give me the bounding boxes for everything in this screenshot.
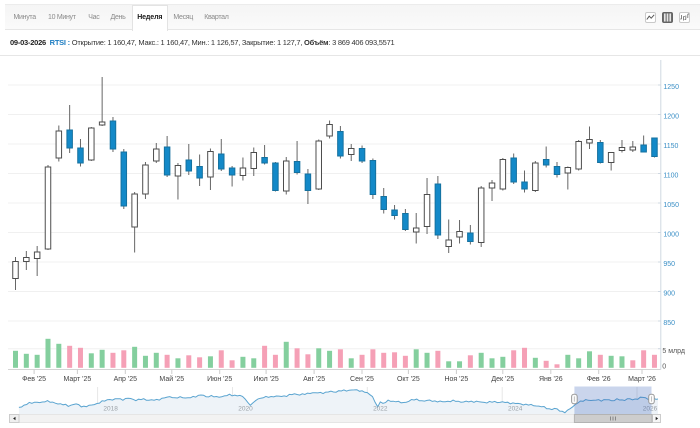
svg-text:Апр '25: Апр '25 — [114, 376, 138, 383]
svg-text:Дек '25: Дек '25 — [491, 376, 514, 383]
svg-text:1200: 1200 — [663, 113, 679, 120]
svg-text:Ноя '25: Ноя '25 — [444, 376, 468, 383]
svg-text:2024: 2024 — [508, 406, 523, 413]
svg-text:950: 950 — [663, 261, 675, 268]
svg-text:5 млрд: 5 млрд — [662, 348, 685, 355]
svg-text:Май '25: Май '25 — [159, 375, 184, 383]
svg-text:Июл '25: Июл '25 — [253, 376, 278, 383]
svg-text:0: 0 — [662, 364, 666, 371]
svg-text:Март '25: Март '25 — [63, 376, 91, 383]
svg-text:Окт '25: Окт '25 — [397, 376, 420, 383]
svg-text:Фев '25: Фев '25 — [22, 376, 46, 383]
svg-text:2018: 2018 — [103, 406, 118, 413]
svg-text:Сен '25: Сен '25 — [350, 376, 374, 383]
svg-text:1000: 1000 — [663, 231, 679, 238]
svg-text:1150: 1150 — [663, 143, 678, 150]
svg-text:900: 900 — [663, 290, 675, 297]
svg-text:850: 850 — [663, 320, 675, 327]
svg-text:2020: 2020 — [238, 406, 253, 413]
svg-text:Фев '26: Фев '26 — [587, 376, 611, 383]
svg-text:Март '26: Март '26 — [628, 376, 656, 383]
svg-text:1250: 1250 — [663, 84, 679, 91]
svg-text:Янв '26: Янв '26 — [539, 376, 563, 383]
svg-text:Июн '25: Июн '25 — [207, 376, 232, 383]
svg-text:1050: 1050 — [663, 202, 679, 209]
svg-text:Авг '25: Авг '25 — [303, 376, 325, 383]
svg-text:2022: 2022 — [373, 406, 388, 413]
svg-text:1100: 1100 — [663, 172, 678, 179]
svg-text:2026: 2026 — [643, 406, 658, 413]
